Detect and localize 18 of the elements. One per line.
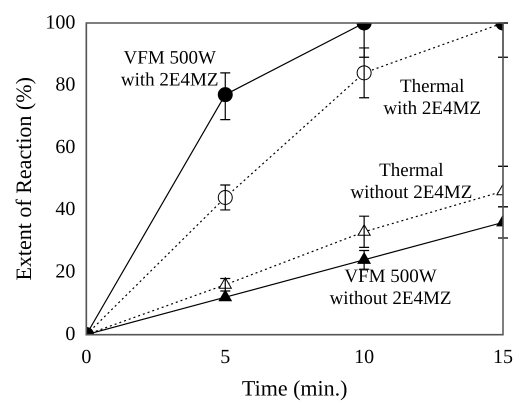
y-tick-label: 40 — [55, 198, 76, 220]
series-label: VFM 500W without 2E4MZ — [330, 266, 452, 309]
x-tick-label: 10 — [354, 346, 374, 368]
y-axis-title: Extent of Reaction (%) — [10, 77, 36, 281]
y-tick-label: 0 — [65, 322, 76, 345]
y-tick-label: 100 — [45, 11, 76, 34]
x-axis-title: Time (min.) — [242, 376, 348, 401]
y-tick-label: 20 — [55, 260, 76, 283]
x-tick-label: 0 — [81, 346, 92, 368]
point — [358, 252, 371, 264]
y-tick-label: 60 — [55, 136, 76, 158]
x-tick-label: 15 — [493, 346, 513, 368]
series-label: Thermal with 2E4MZ — [383, 76, 481, 119]
series-label: VFM 500W with 2E4MZ — [120, 48, 219, 91]
series-label: Thermal without 2E4MZ — [350, 160, 472, 203]
x-tick-label: 5 — [220, 346, 230, 368]
point — [218, 290, 232, 302]
y-tick-label: 80 — [55, 74, 76, 96]
